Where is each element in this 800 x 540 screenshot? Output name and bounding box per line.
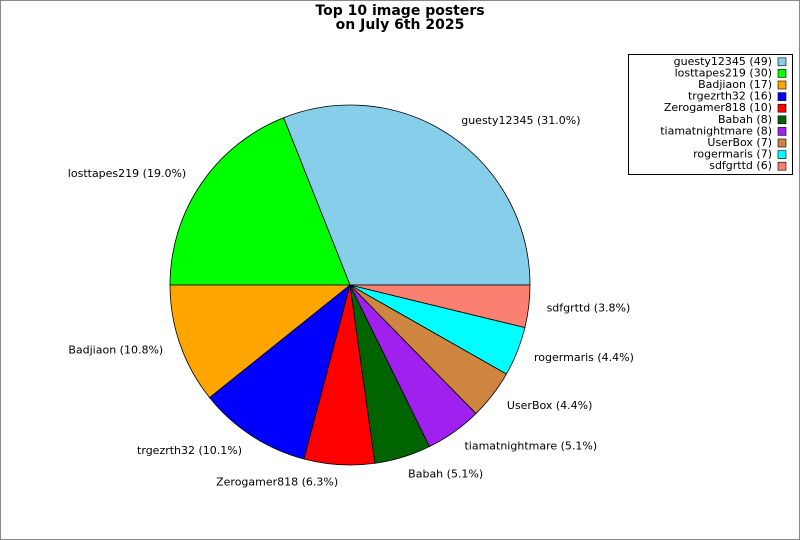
legend-box: [628, 54, 793, 175]
pie-slice: [169, 117, 351, 286]
legend-label: Babah (8): [718, 113, 772, 126]
slice-label: tiamatnightmare (5.1%): [464, 440, 597, 453]
chart-subtitle: on July 6th 2025: [336, 17, 465, 33]
pie-slice: [283, 104, 531, 286]
slice-label: losttapes219 (19.0%): [68, 167, 186, 180]
legend-label: tiamatnightmare (8): [660, 124, 772, 137]
slice-label: Babah (5.1%): [408, 467, 483, 480]
slice-label: Badjiaon (10.8%): [68, 344, 163, 357]
legend-swatch: [777, 80, 787, 90]
pie-slice: [349, 284, 531, 329]
legend-swatch: [777, 69, 787, 78]
legend-swatch: [777, 127, 787, 136]
legend-swatch: [777, 92, 787, 101]
legend-swatch: [777, 57, 787, 67]
legend-label: Badjiaon (17): [698, 78, 772, 91]
legend-label: Zerogamer818 (10): [664, 101, 772, 114]
legend-swatch: [777, 161, 787, 171]
slice-label: rogermaris (4.4%): [534, 351, 634, 364]
legend-label: UserBox (7): [707, 136, 772, 149]
chart-title: Top 10 image posters: [315, 3, 484, 19]
legend-swatch: [777, 138, 787, 148]
slice-label: Zerogamer818 (6.3%): [216, 476, 338, 489]
legend-label: trgezrth32 (16): [688, 90, 772, 103]
pie-slice: [209, 283, 351, 460]
legend-label: rogermaris (7): [693, 148, 772, 161]
slice-label: guesty12345 (31.0%): [461, 114, 580, 127]
pie-slice: [169, 284, 352, 399]
legend-label: guesty12345 (49): [674, 55, 772, 68]
slice-label: UserBox (4.4%): [507, 399, 593, 412]
legend-swatch: [777, 150, 787, 159]
slice-label: trgezrth32 (10.1%): [137, 444, 242, 457]
legend-label: sdfgrttd (6): [709, 159, 772, 172]
legend-swatch: [777, 115, 787, 125]
slice-label: sdfgrttd (3.8%): [547, 302, 631, 315]
legend-label: losttapes219 (30): [675, 66, 772, 79]
legend-swatch: [777, 103, 787, 113]
